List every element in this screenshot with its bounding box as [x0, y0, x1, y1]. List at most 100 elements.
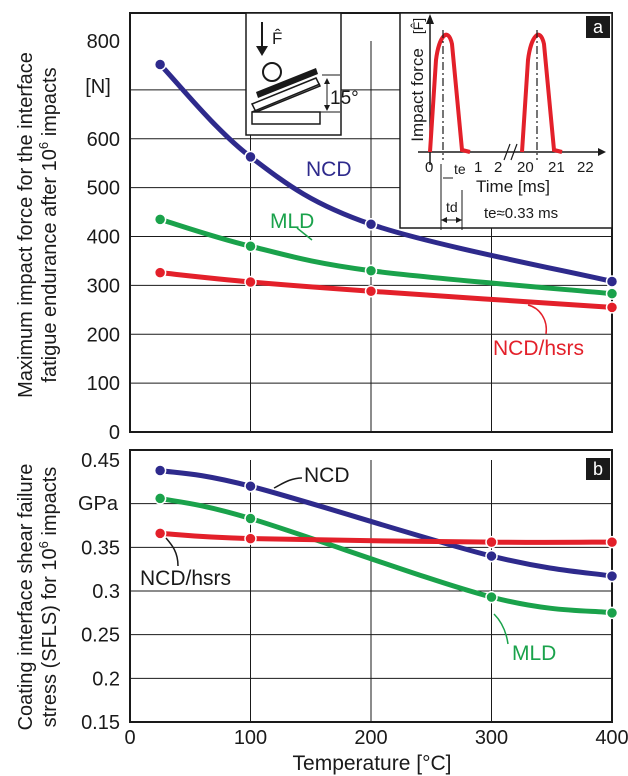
inset-tick-0: 0 — [425, 159, 433, 176]
data-point — [605, 287, 619, 300]
base-plate-icon — [251, 111, 321, 125]
data-point — [605, 301, 619, 314]
data-point — [153, 464, 167, 477]
panel-a-letter-overlay: a — [593, 17, 604, 37]
inset-y-arrow-icon — [426, 14, 434, 24]
data-point — [605, 606, 619, 620]
inset-tick-21: 21 — [548, 159, 565, 176]
data-point — [605, 535, 619, 549]
data-point — [244, 240, 257, 253]
series-line-ncd — [157, 61, 615, 284]
data-point — [364, 284, 378, 298]
data-point — [244, 150, 257, 164]
data-point — [244, 275, 257, 289]
data-point — [153, 58, 167, 71]
y-tick-label: 600 — [87, 129, 120, 151]
x-tick-label: 200 — [354, 727, 387, 749]
leader-mld-b — [493, 613, 509, 645]
panel-b-badge — [586, 458, 610, 480]
incline-line — [251, 83, 321, 113]
panel-a-y-label-line-1: Maximum impact force for the interface — [15, 52, 37, 398]
panel-b-y-label-line-1: Coating interface shear failure — [15, 464, 37, 731]
data-point — [364, 264, 378, 277]
label-ncd-a: NCD — [306, 158, 352, 181]
inset-schematic: F̂ 15° — [245, 12, 359, 136]
inset-tick-2: 2 — [494, 159, 502, 176]
inset-signal-frame — [399, 12, 613, 229]
inset-x-arrow-icon — [598, 148, 606, 156]
y-tick-label: 0.15 — [81, 712, 120, 734]
data-point — [153, 492, 167, 505]
leader-mld-a — [296, 227, 313, 241]
specimen-holder-icon — [250, 77, 322, 113]
inset-tick-22: 22 — [577, 159, 594, 176]
x-tick-label: 400 — [595, 727, 628, 749]
panel-b-y-label-line-2: stress (SFLS) for 106 impacts — [36, 467, 61, 728]
label-hsrs-a: NCD/hsrs — [493, 337, 584, 360]
data-point — [605, 569, 619, 583]
inset-y-symbol: [F̂] — [410, 18, 426, 34]
data-point — [244, 479, 257, 493]
y-tick-label: 0.35 — [81, 537, 120, 559]
data-point — [485, 590, 498, 604]
impulse-1 — [428, 32, 471, 154]
panel-b-letter: b — [593, 459, 603, 479]
x-tick-label: 0 — [124, 727, 135, 749]
inset-force-label: F̂ — [272, 28, 282, 48]
x-tick-label: 300 — [475, 727, 508, 749]
data-point — [153, 213, 167, 226]
panel-b: 0.150.20.250.30.350.450 100 200 300 400 GPa … — [15, 449, 628, 775]
panel-b-frame — [129, 449, 613, 723]
y-tick-label: 0.25 — [81, 625, 120, 647]
y-tick-label: 100 — [87, 373, 120, 395]
label-mld-a: MLD — [270, 210, 314, 233]
data-point — [485, 549, 498, 563]
inset-tick-20: 20 — [517, 159, 534, 176]
y-tick-label: 300 — [87, 275, 120, 297]
y-tick-label: 200 — [87, 324, 120, 346]
x-tick-label: 100 — [234, 727, 267, 749]
data-point — [153, 527, 167, 540]
panel-a-y-label-line-2: fatigue endurance after 106 impacts — [36, 67, 61, 382]
label-hsrs-b: NCD/hsrs — [140, 567, 231, 590]
y-tick-label: 0.45 — [81, 450, 120, 472]
data-point — [244, 512, 257, 525]
td-arrows-icon — [441, 217, 462, 223]
inset-te-note: te≈0.33 ms — [484, 205, 558, 222]
label-ncd-b: NCD — [304, 464, 350, 487]
y-tick-label: 800 — [87, 31, 120, 53]
ball-icon — [262, 62, 282, 82]
panel-b-y-unit: GPa — [78, 493, 119, 515]
inset-tick-1: 1 — [474, 159, 482, 176]
inset-x-label: Time [ms] — [476, 177, 550, 196]
data-point — [364, 218, 378, 231]
data-point — [605, 275, 619, 288]
panel-a-badge-overlay — [586, 16, 610, 38]
leader-hsrs-b — [165, 537, 179, 567]
coated-specimen-icon — [256, 68, 318, 98]
leader-ncd-b — [273, 477, 303, 489]
data-point — [153, 266, 167, 279]
y-tick-label: 500 — [87, 178, 120, 200]
y-tick-label: 0 — [109, 422, 120, 444]
series-line-mld — [157, 495, 615, 616]
series-line-mld — [157, 216, 615, 297]
inset-y-label: Impact force — [408, 48, 427, 142]
y-tick-label: 400 — [87, 227, 120, 249]
series-line-ncd-hsrs — [157, 530, 615, 545]
force-arrow-icon — [256, 46, 268, 56]
inset-td-label: td — [446, 199, 458, 215]
axis-break-icon — [503, 143, 518, 161]
inset-te-label: te — [454, 161, 466, 177]
data-point — [244, 532, 257, 545]
leader-hsrs-a — [527, 304, 548, 335]
data-point — [485, 535, 498, 549]
y-tick-label: 0.2 — [92, 668, 120, 690]
panel-a-y-unit: [N] — [85, 76, 111, 98]
series-line-ncd — [157, 467, 615, 579]
x-axis-label: Temperature [°C] — [293, 752, 452, 775]
inset-signal: a Impact force [F̂] 0 1 2 20 21 22 te Ti… — [399, 12, 613, 230]
series-line-ncd-hsrs — [157, 270, 615, 310]
